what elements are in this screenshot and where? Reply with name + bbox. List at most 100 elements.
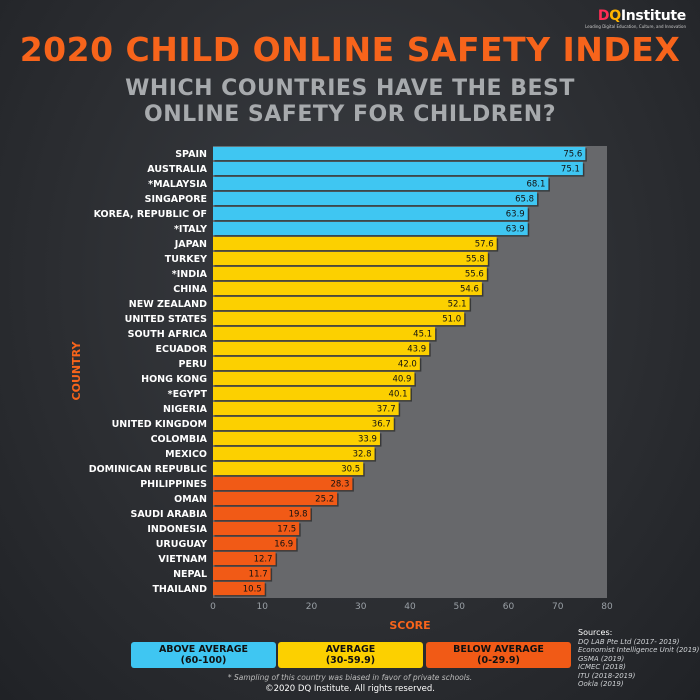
x-axis-label: SCORE <box>389 619 430 632</box>
category-label: MEXICO <box>165 449 207 460</box>
category-label: CHINA <box>173 284 207 295</box>
bar <box>213 206 528 221</box>
x-tick-label: 10 <box>257 602 269 612</box>
source-item: ITU (2018-2019) <box>578 671 636 680</box>
bar <box>213 251 488 266</box>
bar <box>213 296 470 311</box>
bar <box>213 461 364 476</box>
data-label: 19.8 <box>289 510 308 520</box>
data-label: 68.1 <box>526 180 545 190</box>
bar <box>213 281 482 296</box>
x-tick-label: 60 <box>503 602 515 612</box>
data-label: 28.3 <box>330 480 349 490</box>
legend-below-label: BELOW AVERAGE <box>453 644 544 655</box>
category-label: UNITED KINGDOM <box>112 419 207 430</box>
source-item: DQ LAB Pte Ltd (2017- 2019) <box>578 637 680 646</box>
category-label: SPAIN <box>175 149 207 160</box>
bar <box>213 176 549 191</box>
data-label: 43.9 <box>407 345 426 355</box>
source-item: ICMEC (2018) <box>578 663 626 671</box>
category-label: *EGYPT <box>168 389 208 400</box>
category-label: VIETNAM <box>158 554 207 565</box>
data-label: 32.8 <box>353 450 372 460</box>
logo-wordmark: DQInstitute <box>597 8 686 24</box>
legend-below-range: (0-29.9) <box>477 655 520 666</box>
bar <box>213 581 265 596</box>
x-tick-label: 30 <box>355 602 367 612</box>
data-label: 40.9 <box>392 375 411 385</box>
category-label: PHILIPPINES <box>140 479 207 490</box>
legend-below-average: BELOW AVERAGE (0-29.9) <box>426 642 571 668</box>
data-label: 42.0 <box>398 360 417 370</box>
footnote: * Sampling of this country was biased in… <box>227 673 473 682</box>
category-label: SOUTH AFRICA <box>128 329 208 340</box>
source-item: GSMA (2019) <box>578 654 625 663</box>
category-label: DOMINICAN REPUBLIC <box>89 464 207 475</box>
data-label: 57.6 <box>475 240 494 250</box>
subtitle-line-2: ONLINE SAFETY FOR CHILDREN? <box>144 102 556 127</box>
x-axis: 0 10 20 30 40 50 60 70 80 <box>210 602 613 612</box>
category-label: COLOMBIA <box>151 434 208 445</box>
data-label: 63.9 <box>506 225 525 235</box>
source-item: Economist Intelligence Unit (2019) <box>578 646 700 654</box>
bar <box>213 341 430 356</box>
bar <box>213 431 380 446</box>
category-label: *MALAYSIA <box>148 179 208 190</box>
x-tick-label: 40 <box>404 602 416 612</box>
data-label: 11.7 <box>249 570 268 580</box>
legend-average-label: AVERAGE <box>325 644 376 655</box>
bar <box>213 386 411 401</box>
bar <box>213 416 394 431</box>
bar <box>213 191 538 206</box>
category-label: NIGERIA <box>163 404 208 415</box>
bar <box>213 221 528 236</box>
data-label: 40.1 <box>389 390 408 400</box>
bar <box>213 401 399 416</box>
data-label: 65.8 <box>515 195 534 205</box>
data-label: 12.7 <box>254 555 273 565</box>
data-label: 37.7 <box>377 405 396 415</box>
x-tick-label: 50 <box>454 602 466 612</box>
data-label: 54.6 <box>460 285 479 295</box>
bar <box>213 356 420 371</box>
bar <box>213 161 583 176</box>
x-tick-label: 20 <box>306 602 318 612</box>
data-label: 33.9 <box>358 435 377 445</box>
data-label: 17.5 <box>277 525 296 535</box>
logo-tagline: Leading Digital Education, Culture, and … <box>585 24 686 29</box>
bar <box>213 506 311 521</box>
legend-above-range: (60-100) <box>180 655 227 666</box>
category-label: OMAN <box>174 494 207 505</box>
bar <box>213 236 497 251</box>
y-axis-label: COUNTRY <box>70 341 83 401</box>
category-label: UNITED STATES <box>125 314 208 325</box>
data-label: 63.9 <box>506 210 525 220</box>
x-tick-label: 80 <box>601 602 613 612</box>
bar <box>213 371 415 386</box>
legend-average-range: (30-59.9) <box>325 655 376 666</box>
category-label: HONG KONG <box>141 374 207 385</box>
legend-above-average: ABOVE AVERAGE (60-100) <box>131 642 276 668</box>
dq-institute-logo: DQInstitute Leading Digital Education, C… <box>585 8 686 29</box>
data-label: 55.8 <box>466 255 485 265</box>
category-label: KOREA, REPUBLIC OF <box>94 209 207 220</box>
category-label: SINGAPORE <box>145 194 207 205</box>
category-label: NEPAL <box>173 569 207 580</box>
category-label: *INDIA <box>172 269 208 280</box>
data-label: 30.5 <box>341 465 360 475</box>
source-item: Ookla (2019) <box>578 680 624 688</box>
bar <box>213 536 297 551</box>
category-label: URUGUAY <box>156 539 207 550</box>
data-label: 25.2 <box>315 495 334 505</box>
bar <box>213 476 353 491</box>
bar <box>213 311 465 326</box>
data-label: 55.6 <box>465 270 484 280</box>
data-label: 52.1 <box>448 300 467 310</box>
legend-average: AVERAGE (30-59.9) <box>278 642 423 668</box>
bar <box>213 266 487 281</box>
copyright: ©2020 DQ Institute. All rights reserved. <box>265 684 435 694</box>
x-tick-label: 70 <box>552 602 564 612</box>
bar <box>213 446 375 461</box>
category-label: JAPAN <box>174 239 207 250</box>
